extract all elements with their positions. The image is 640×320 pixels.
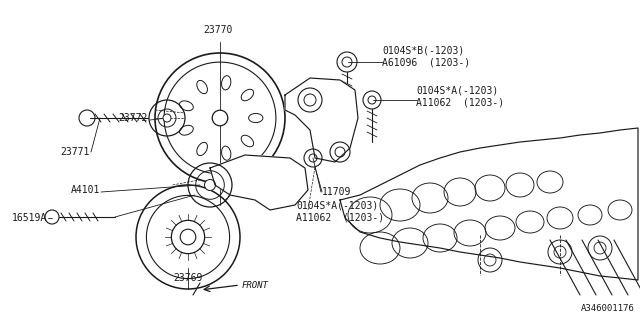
Text: A61096  (1203-): A61096 (1203-)	[382, 57, 470, 67]
Text: A4101: A4101	[70, 185, 100, 195]
Text: 23769: 23769	[173, 273, 203, 283]
Text: A11062  (1203-): A11062 (1203-)	[296, 212, 384, 222]
Circle shape	[163, 114, 171, 122]
Text: 0104S*A(-1203): 0104S*A(-1203)	[296, 200, 378, 210]
Polygon shape	[285, 78, 358, 162]
Text: 16519A: 16519A	[12, 213, 47, 223]
Circle shape	[180, 229, 196, 245]
Text: 0104S*B(-1203): 0104S*B(-1203)	[382, 45, 464, 55]
Text: 0104S*A(-1203): 0104S*A(-1203)	[416, 85, 499, 95]
Polygon shape	[210, 155, 308, 210]
Circle shape	[205, 180, 216, 190]
Circle shape	[212, 110, 228, 126]
Text: A346001176: A346001176	[581, 304, 635, 313]
Polygon shape	[340, 128, 638, 280]
Text: 23772: 23772	[118, 113, 148, 123]
Text: A11062  (1203-): A11062 (1203-)	[416, 97, 504, 107]
Text: 23771: 23771	[61, 147, 90, 157]
Text: FRONT: FRONT	[242, 281, 269, 290]
Text: 23770: 23770	[204, 25, 233, 35]
Text: 11709: 11709	[322, 187, 351, 197]
